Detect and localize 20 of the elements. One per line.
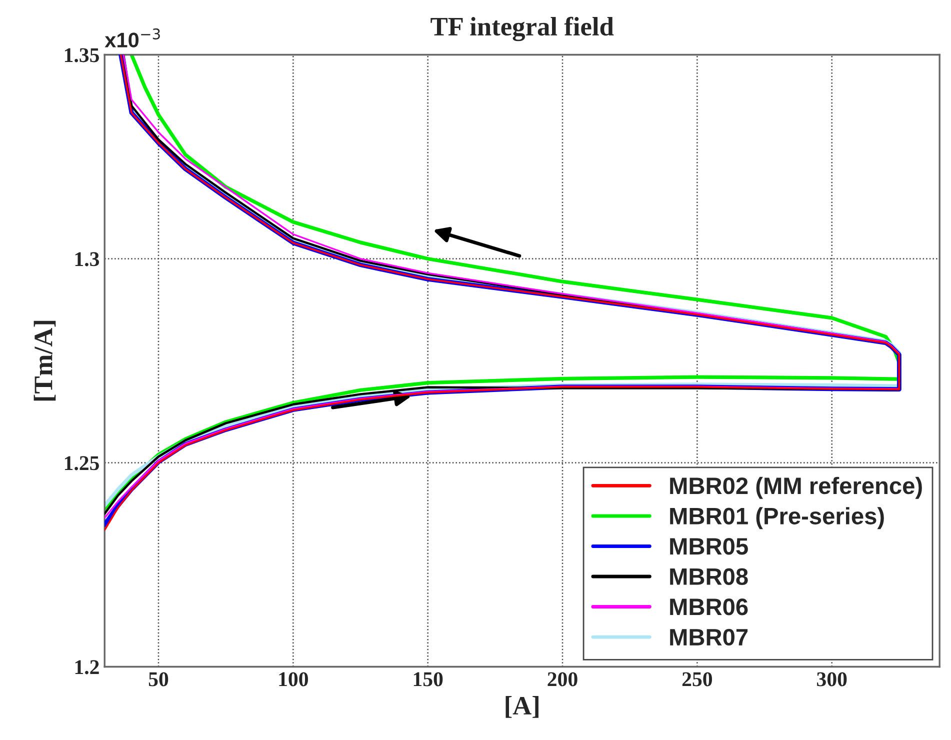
chart-title: TF integral field [430, 16, 614, 42]
legend-label: MBR02 (MM reference) [670, 476, 922, 499]
x-tick-label: 300 [817, 672, 847, 686]
y-axis-title: [Tm/A] [34, 320, 56, 401]
x-tick-label: 150 [414, 672, 443, 686]
legend-label: MBR08 [670, 568, 748, 585]
x-axis-title: [A] [506, 696, 538, 718]
legend-label: MBR07 [670, 628, 748, 646]
y-tick-label: 1.25 [64, 456, 99, 470]
x-tick-label: 200 [548, 672, 578, 686]
x-tick-label: 100 [279, 672, 308, 686]
y-tick-label: 1.3 [75, 252, 100, 266]
legend-label: MBR01 (Pre-series) [670, 507, 884, 530]
y-tick-label: 1.2 [75, 660, 99, 674]
x-tick-label: 250 [682, 672, 712, 686]
legend-label: MBR05 [670, 538, 748, 555]
text: x10$^{−3}$ [104, 28, 160, 48]
x-tick-label: 50 [148, 672, 168, 686]
y-tick-label: 1.35 [64, 48, 99, 62]
legend-label: MBR06 [670, 598, 748, 616]
